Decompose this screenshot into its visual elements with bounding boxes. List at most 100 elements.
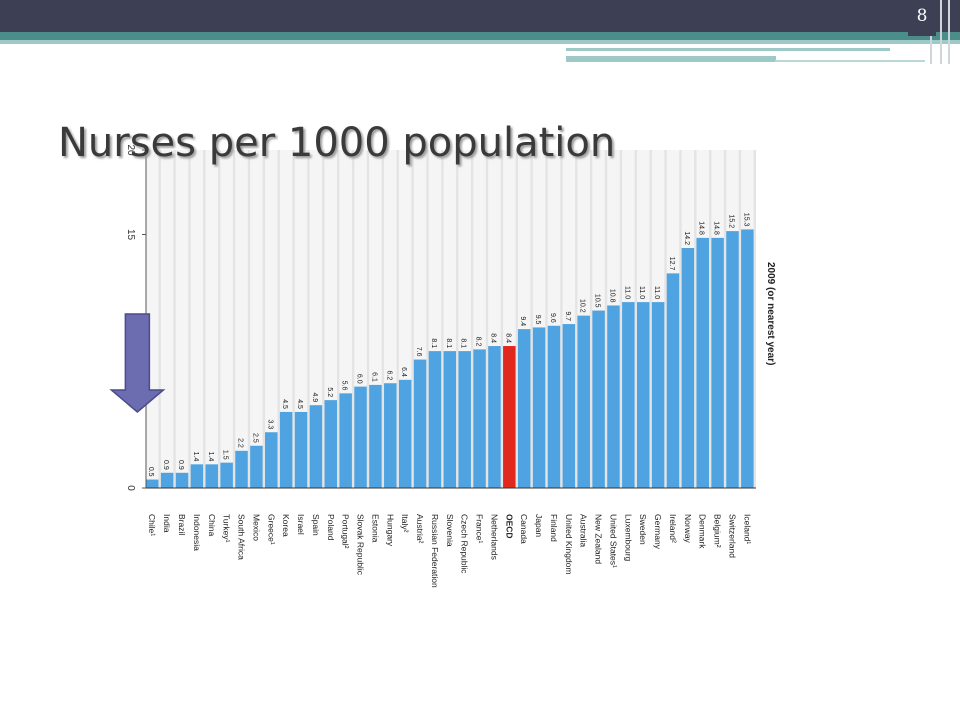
x-tick-label: Czech Republic [460, 514, 470, 574]
bar [681, 248, 695, 488]
data-label: 9.7 [564, 311, 571, 321]
arrow-annotation [109, 313, 166, 413]
x-tick-label: Germany [653, 514, 663, 550]
data-label: 0.9 [177, 460, 184, 470]
data-label: 0.9 [162, 460, 169, 470]
y-tick-label: 15 [125, 229, 136, 241]
bar [562, 324, 576, 488]
bar [726, 231, 739, 488]
x-tick-label: Korea [281, 514, 291, 537]
gridband [265, 150, 278, 488]
x-tick-label: Denmark [698, 514, 708, 549]
bar [175, 472, 189, 488]
bar [547, 325, 561, 488]
bar [369, 384, 382, 488]
data-label: 0.5 [147, 467, 154, 477]
x-tick-label: Belgium² [713, 514, 723, 548]
x-tick-label: OECD [504, 514, 514, 539]
page-number-box [908, 0, 936, 36]
gridband [309, 150, 323, 488]
data-label: 11.0 [653, 286, 660, 299]
data-label: 8.1 [430, 338, 437, 348]
x-tick-label: Australia [579, 514, 589, 547]
data-label: 14.8 [698, 221, 705, 235]
data-label: 6.1 [370, 372, 377, 382]
data-label: 14.8 [713, 221, 720, 235]
x-tick-label: Mexico [251, 514, 261, 541]
data-label: 2.5 [251, 433, 258, 443]
bar [503, 346, 516, 488]
gridband [160, 150, 174, 488]
legend-label: 2009 (or nearest year) [765, 262, 776, 365]
data-label: 12.7 [668, 257, 675, 271]
x-tick-label: Canada [519, 514, 529, 544]
x-tick-label: Brazil [177, 514, 187, 535]
bar [666, 273, 680, 488]
gridband [220, 150, 233, 488]
decor-line-2 [566, 56, 776, 62]
x-tick-label: Italy² [400, 514, 410, 533]
gridband [146, 150, 159, 488]
bar [428, 351, 442, 488]
decor-line-3 [775, 60, 925, 62]
data-label: 1.5 [222, 450, 229, 460]
y-tick-label: 0 [125, 485, 136, 491]
bar [577, 315, 590, 488]
decor-vertical-3 [948, 0, 950, 64]
decor-vertical-2 [940, 0, 942, 64]
page-number: 8 [916, 6, 928, 26]
x-tick-label: China [207, 514, 217, 536]
data-label: 9.6 [549, 313, 556, 323]
x-tick-label: Israel [296, 514, 306, 535]
x-tick-label: Sweden [638, 514, 648, 545]
data-label: 9.4 [519, 316, 526, 326]
bar [279, 411, 293, 488]
data-label: 10.5 [594, 294, 601, 308]
header-stripe [0, 32, 960, 40]
bar [741, 229, 754, 488]
bar [532, 327, 546, 488]
y-tick-label: 20 [125, 144, 136, 156]
bar [190, 464, 204, 488]
x-tick-label: New Zealand [594, 514, 604, 564]
x-tick-label: Switzerland [727, 514, 737, 558]
bar [146, 479, 159, 488]
bar [592, 310, 605, 488]
bar [443, 351, 457, 488]
data-label: 11.0 [638, 286, 645, 299]
gridband [205, 150, 219, 488]
x-tick-label: Portugal² [341, 514, 351, 549]
data-label: 4.5 [296, 399, 303, 409]
bar [250, 445, 263, 488]
x-tick-label: Netherlands [489, 514, 499, 560]
x-tick-label: Chile¹ [147, 514, 157, 536]
x-tick-label: Ireland² [668, 514, 678, 543]
bar [384, 383, 397, 488]
bar [458, 351, 471, 488]
bar [607, 305, 620, 488]
gridband [294, 150, 308, 488]
x-tick-label: Indonesia [192, 514, 202, 551]
data-label: 11.0 [623, 286, 630, 299]
x-tick-label: Austria² [415, 514, 425, 543]
x-tick-label: United Kingdom [564, 514, 574, 574]
data-label: 4.9 [311, 392, 318, 402]
x-tick-label: Russian Federation [430, 514, 440, 588]
data-label: 5.2 [326, 387, 333, 397]
slide-title: Nurses per 1000 population [58, 120, 616, 166]
bar [294, 411, 308, 488]
bar [160, 472, 174, 488]
bar [517, 329, 531, 488]
data-label: 4.5 [281, 399, 288, 409]
x-tick-label: Japan [534, 514, 544, 537]
x-tick-label: Greece¹ [266, 514, 276, 545]
bar [488, 346, 501, 488]
bar [711, 237, 724, 488]
gridband [279, 150, 293, 488]
gridband [175, 150, 189, 488]
x-tick-label: South Africa [237, 514, 247, 560]
x-tick-label: Finland [549, 514, 559, 542]
bar [324, 400, 338, 488]
data-label: 15.3 [742, 213, 749, 227]
